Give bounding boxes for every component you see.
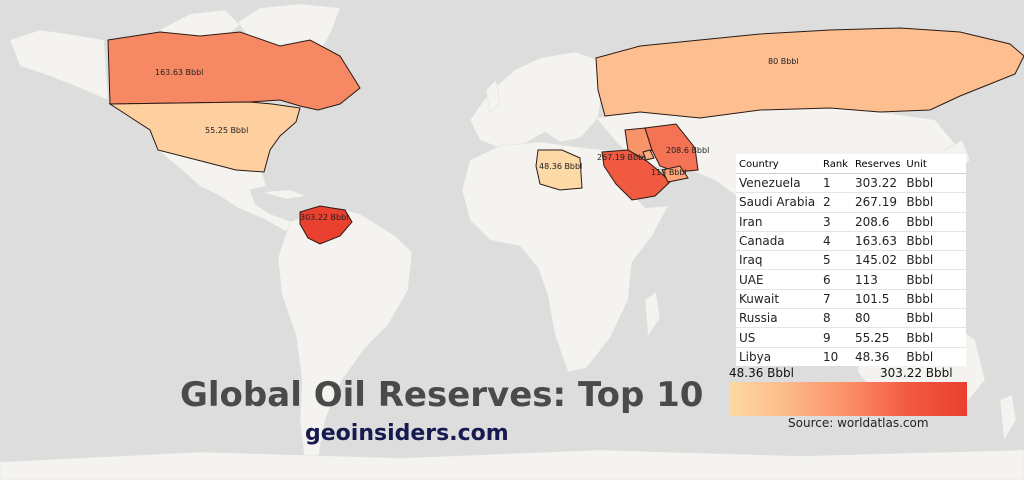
country-us — [108, 101, 301, 173]
table-row: US 9 55.25 Bbbl — [736, 327, 966, 348]
cell-reserves: 113 — [852, 269, 904, 290]
cell-unit: Bbbl — [903, 250, 966, 270]
cell-reserves: 303.22 — [852, 172, 904, 193]
header-rank: Rank — [820, 154, 852, 174]
country-iran — [644, 123, 699, 173]
cell-unit: Bbbl — [903, 269, 966, 290]
label-saudi-arabia: 267.19 Bbbl — [597, 153, 645, 162]
cell-reserves: 145.02 — [852, 250, 904, 270]
land-new-zealand — [999, 394, 1017, 441]
cell-rank: 8 — [820, 308, 852, 328]
colorbar-min-label: 48.36 Bbbl — [729, 366, 794, 380]
cell-country: US — [736, 327, 820, 348]
cell-unit: Bbbl — [903, 308, 966, 328]
land-south-america — [277, 205, 413, 466]
cell-country: Russia — [736, 308, 820, 328]
land-antarctica — [0, 449, 1024, 480]
cell-reserves: 101.5 — [852, 288, 904, 309]
cell-reserves: 267.19 — [852, 192, 904, 213]
cell-country: Canada — [736, 230, 820, 251]
label-canada: 163.63 Bbbl — [155, 68, 203, 77]
cell-rank: 4 — [820, 230, 852, 251]
cell-reserves: 55.25 — [852, 327, 904, 348]
map-title: Global Oil Reserves: Top 10 — [180, 375, 704, 415]
header-unit: Unit — [903, 154, 966, 174]
cell-unit: Bbbl — [903, 172, 966, 193]
table-row: Iraq 5 145.02 Bbbl — [736, 250, 966, 270]
country-uae — [661, 165, 689, 183]
land-uk — [485, 79, 501, 113]
label-venezuela: 303.22 Bbbl — [300, 213, 348, 222]
cell-country: Saudi Arabia — [736, 192, 820, 213]
cell-country: UAE — [736, 269, 820, 290]
cell-rank: 5 — [820, 250, 852, 270]
cell-country: Libya — [736, 346, 820, 366]
cell-rank: 1 — [820, 172, 852, 193]
colorbar — [729, 382, 967, 416]
label-uae: 113 Bbbl — [651, 168, 687, 177]
reserves-table: Country Rank Reserves Unit Venezuela 1 303… — [736, 154, 966, 366]
cell-reserves: 80 — [852, 308, 904, 328]
table-row: Venezuela 1 303.22 Bbbl — [736, 172, 966, 193]
land-alaska — [9, 29, 109, 101]
cell-unit: Bbbl — [903, 288, 966, 309]
table-row: Iran 3 208.6 Bbbl — [736, 211, 966, 232]
cell-unit: Bbbl — [903, 346, 966, 366]
table-row: Libya 10 48.36 Bbbl — [736, 346, 966, 366]
cell-country: Iran — [736, 211, 820, 232]
cell-reserves: 208.6 — [852, 211, 904, 232]
cell-unit: Bbbl — [903, 211, 966, 232]
table-row: Canada 4 163.63 Bbbl — [736, 230, 966, 251]
cell-unit: Bbbl — [903, 192, 966, 213]
country-russia — [595, 27, 1024, 119]
country-venezuela — [299, 205, 353, 245]
land-africa — [461, 141, 669, 373]
cell-country: Iraq — [736, 250, 820, 270]
colorbar-max-label: 303.22 Bbbl — [880, 366, 953, 380]
cell-reserves: 163.63 — [852, 230, 904, 251]
label-russia: 80 Bbbl — [768, 57, 799, 66]
label-us: 55.25 Bbbl — [205, 126, 248, 135]
cell-rank: 3 — [820, 211, 852, 232]
label-iran: 208.6 Bbbl — [666, 146, 709, 155]
cell-rank: 2 — [820, 192, 852, 213]
land-madagascar — [644, 291, 661, 337]
header-reserves: Reserves — [852, 154, 904, 174]
cell-rank: 9 — [820, 327, 852, 348]
cell-rank: 10 — [820, 346, 852, 366]
cell-rank: 7 — [820, 288, 852, 309]
country-canada — [107, 31, 361, 111]
label-libya: 48.36 Bbbl — [539, 162, 582, 171]
table-row: UAE 6 113 Bbbl — [736, 269, 966, 290]
source-credit: Source: worldatlas.com — [788, 416, 929, 430]
cell-reserves: 48.36 — [852, 346, 904, 366]
table-row: Saudi Arabia 2 267.19 Bbbl — [736, 192, 966, 213]
header-country: Country — [736, 154, 820, 174]
table-row: Russia 8 80 Bbbl — [736, 308, 966, 328]
cell-rank: 6 — [820, 269, 852, 290]
land-cuba — [261, 189, 308, 200]
country-kuwait — [642, 149, 655, 161]
country-libya — [535, 149, 583, 191]
cell-country: Venezuela — [736, 172, 820, 193]
table-row: Kuwait 7 101.5 Bbbl — [736, 288, 966, 309]
cell-unit: Bbbl — [903, 327, 966, 348]
cell-unit: Bbbl — [903, 230, 966, 251]
brand-name: geoinsiders.com — [305, 421, 509, 446]
cell-country: Kuwait — [736, 288, 820, 309]
table-header-row: Country Rank Reserves Unit — [736, 154, 966, 174]
